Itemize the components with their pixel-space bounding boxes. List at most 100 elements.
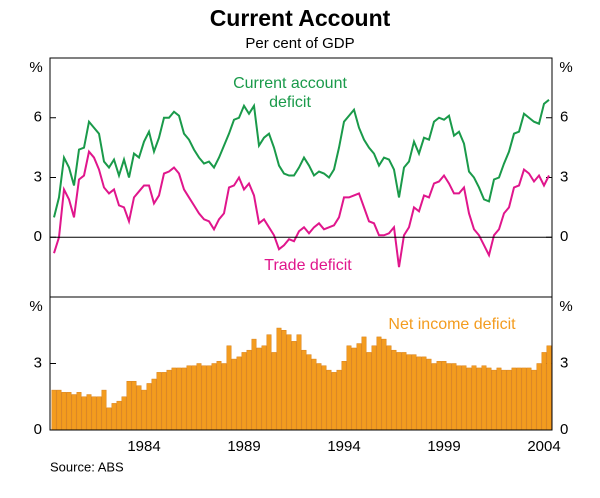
bar xyxy=(471,365,477,431)
bar xyxy=(321,365,327,431)
bar xyxy=(546,345,552,431)
bar xyxy=(521,367,527,431)
bar xyxy=(351,347,357,431)
y-tick-label: 0 xyxy=(34,421,42,438)
bar xyxy=(326,369,332,431)
y-tick-label: 3 xyxy=(34,168,42,185)
x-tick-label: 1984 xyxy=(127,438,160,455)
series-label: Trade deficit xyxy=(264,257,352,274)
line xyxy=(53,149,550,268)
bar xyxy=(296,334,302,431)
chart-title: Current Account xyxy=(210,5,391,31)
bar xyxy=(416,356,422,431)
y-tick-label: 6 xyxy=(560,109,568,126)
bar xyxy=(481,365,487,431)
bar xyxy=(236,356,242,431)
bar xyxy=(121,396,127,431)
series-label: Net income deficit xyxy=(388,316,516,333)
y-tick-label: 3 xyxy=(560,354,568,371)
bar xyxy=(231,358,237,431)
bar xyxy=(166,369,172,431)
bar xyxy=(336,369,342,431)
y-tick-label: 0 xyxy=(34,228,42,245)
bar xyxy=(486,367,492,431)
bar xyxy=(81,396,87,431)
bar xyxy=(501,369,507,431)
bar xyxy=(51,389,57,431)
bar xyxy=(316,363,322,431)
y-tick-label: 0 xyxy=(560,228,568,245)
bar xyxy=(256,347,262,431)
bar xyxy=(261,345,267,431)
bar xyxy=(211,363,217,431)
bar xyxy=(431,363,437,431)
bar xyxy=(426,358,432,431)
bar xyxy=(146,383,152,431)
bar xyxy=(476,367,482,431)
bar xyxy=(206,365,212,431)
bar xyxy=(111,403,117,431)
x-tick-label: 2004 xyxy=(527,438,560,455)
bar xyxy=(151,378,157,431)
y-unit: % xyxy=(29,59,42,76)
bar xyxy=(91,396,97,431)
bar xyxy=(506,369,512,431)
bar xyxy=(276,327,282,431)
bar xyxy=(176,367,182,431)
bar xyxy=(181,367,187,431)
source: Source: ABS xyxy=(50,459,124,474)
bar xyxy=(331,372,337,431)
y-unit: % xyxy=(29,298,42,315)
bar xyxy=(411,354,417,431)
y-unit: % xyxy=(559,59,572,76)
bar xyxy=(116,400,122,431)
bar xyxy=(216,361,222,431)
bar xyxy=(306,354,312,431)
bar xyxy=(186,365,192,431)
bar xyxy=(456,365,462,431)
bar xyxy=(56,389,62,431)
bar xyxy=(251,338,257,431)
bar xyxy=(106,407,112,431)
y-tick-label: 0 xyxy=(560,421,568,438)
bar xyxy=(421,356,427,431)
series-label-box: Current account deficit xyxy=(233,75,347,111)
y-unit: % xyxy=(559,298,572,315)
series-label-box: Net income deficit xyxy=(388,316,516,333)
bar xyxy=(136,385,142,431)
bar xyxy=(271,352,277,431)
bar xyxy=(436,361,442,431)
bar xyxy=(491,369,497,431)
bar xyxy=(446,363,452,431)
bar xyxy=(131,380,137,431)
bar xyxy=(161,372,167,431)
bar xyxy=(66,392,72,431)
line xyxy=(53,99,550,218)
bar xyxy=(511,367,517,431)
chart-subtitle: Per cent of GDP xyxy=(245,35,354,52)
bar xyxy=(461,365,467,431)
y-tick-label: 3 xyxy=(560,168,568,185)
bar xyxy=(451,363,457,431)
bar xyxy=(96,396,102,431)
x-tick-label: 1989 xyxy=(227,438,260,455)
bar xyxy=(126,380,132,431)
bar xyxy=(541,352,547,431)
bar xyxy=(406,354,412,431)
y-tick-label: 3 xyxy=(34,354,42,371)
bar xyxy=(496,367,502,431)
x-tick-label: 1994 xyxy=(327,438,360,455)
bar xyxy=(141,389,147,431)
bar xyxy=(86,394,92,431)
bar xyxy=(516,367,522,431)
bar xyxy=(71,394,77,431)
bar xyxy=(291,341,297,431)
bar xyxy=(226,345,232,431)
bar xyxy=(346,345,352,431)
bar xyxy=(76,392,82,431)
bar xyxy=(441,361,447,431)
y-tick-label: 6 xyxy=(34,109,42,126)
bar xyxy=(466,367,472,431)
series-label: Current account deficit xyxy=(233,75,347,111)
